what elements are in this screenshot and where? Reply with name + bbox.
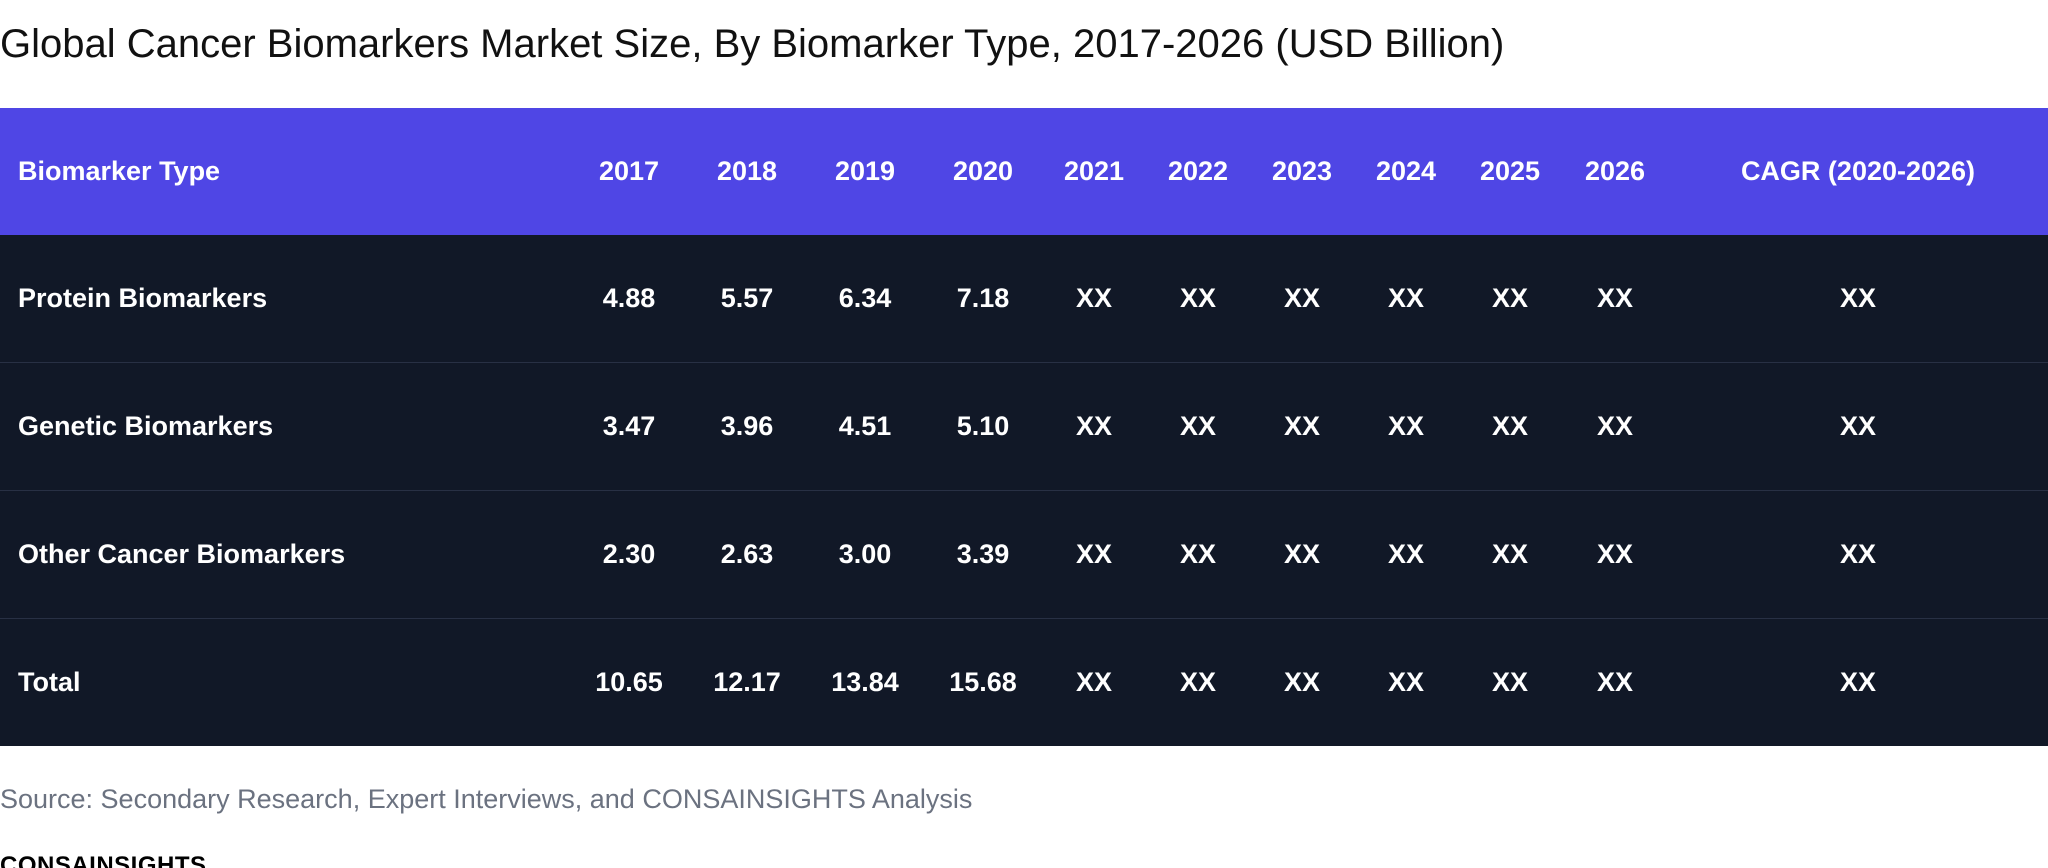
row-label: Protein Biomarkers bbox=[18, 283, 268, 313]
table-cell: XX bbox=[1354, 490, 1458, 619]
table-cell: 5.10 bbox=[924, 362, 1042, 491]
source-note: Source: Secondary Research, Expert Inter… bbox=[0, 784, 973, 814]
table-cell: 15.68 bbox=[924, 618, 1042, 746]
table-cell: XX bbox=[1839, 283, 1877, 313]
table-header-row: Biomarker Type 2017 2018 2019 2020 2021 2022 20… bbox=[0, 108, 2048, 235]
table-cell: XX bbox=[1458, 362, 1562, 491]
column-header: 2025 bbox=[1479, 156, 1541, 186]
table-row: Total 10.65 12.17 13.84 15.68 XX XX XX XX XX XX XX bbox=[0, 618, 2048, 746]
table-body: Protein Biomarkers 4.88 5.57 6.34 7.18 XX XX XX… bbox=[0, 235, 2048, 746]
table-cell: XX bbox=[1562, 362, 1668, 491]
market-size-table: Biomarker Type 2017 2018 2019 2020 2021 2022 20… bbox=[0, 108, 2048, 746]
table-cell: XX bbox=[1146, 362, 1250, 491]
table-cell: XX bbox=[1668, 618, 2048, 746]
table-cell: XX bbox=[1596, 283, 1634, 313]
table-cell: 7.18 bbox=[956, 283, 1010, 313]
brand-logo-text: CONSAINSIGHTS bbox=[0, 852, 207, 868]
table-cell: XX bbox=[1562, 490, 1668, 619]
table-cell: XX bbox=[1387, 283, 1425, 313]
column-header: 2018 bbox=[716, 156, 778, 186]
column-header: 2022 bbox=[1167, 156, 1229, 186]
table-cell: XX bbox=[1042, 490, 1146, 619]
table-cell: XX bbox=[1354, 362, 1458, 491]
row-label: Other Cancer Biomarkers bbox=[0, 490, 570, 619]
table-cell: XX bbox=[1354, 618, 1458, 746]
table-cell: XX bbox=[1250, 490, 1354, 619]
column-header: 2021 bbox=[1063, 156, 1125, 186]
table-cell: XX bbox=[1458, 490, 1562, 619]
table-cell: XX bbox=[1042, 618, 1146, 746]
column-header: 2024 bbox=[1375, 156, 1437, 186]
table-cell: 10.65 bbox=[570, 618, 688, 746]
table-cell: 4.88 bbox=[602, 283, 656, 313]
table-cell: XX bbox=[1458, 618, 1562, 746]
table-cell: 12.17 bbox=[688, 618, 806, 746]
table-row: Other Cancer Biomarkers 2.30 2.63 3.00 3.39 X… bbox=[0, 490, 2048, 619]
table-cell: 6.34 bbox=[838, 283, 892, 313]
table-cell: XX bbox=[1146, 618, 1250, 746]
table-cell: 2.63 bbox=[688, 490, 806, 619]
row-label: Genetic Biomarkers bbox=[0, 362, 570, 491]
table-cell: 5.57 bbox=[720, 283, 774, 313]
table-cell: 13.84 bbox=[806, 618, 924, 746]
column-header-label: Biomarker Type bbox=[18, 156, 221, 186]
table-row: Genetic Biomarkers 3.47 3.96 4.51 5.10 XX XX XX… bbox=[0, 362, 2048, 491]
table-cell: XX bbox=[1250, 362, 1354, 491]
table-cell: XX bbox=[1146, 490, 1250, 619]
table-cell: XX bbox=[1179, 283, 1217, 313]
table-cell: XX bbox=[1250, 618, 1354, 746]
table-cell: XX bbox=[1283, 283, 1321, 313]
table-cell: XX bbox=[1668, 490, 2048, 619]
table-cell: 3.96 bbox=[688, 362, 806, 491]
column-header: 2019 bbox=[834, 156, 896, 186]
chart-title: Global Cancer Biomarkers Market Size, By… bbox=[0, 22, 1505, 66]
table-row: Protein Biomarkers 4.88 5.57 6.34 7.18 XX XX XX… bbox=[0, 235, 2048, 363]
column-header: 2026 bbox=[1584, 156, 1646, 186]
table-cell: XX bbox=[1075, 283, 1113, 313]
column-header: CAGR (2020-2026) bbox=[1740, 156, 1976, 186]
column-header: 2020 bbox=[952, 156, 1014, 186]
table-cell: XX bbox=[1562, 618, 1668, 746]
table-cell: XX bbox=[1668, 362, 2048, 491]
column-header: 2017 bbox=[598, 156, 660, 186]
table-cell: XX bbox=[1491, 283, 1529, 313]
table-cell: 3.39 bbox=[924, 490, 1042, 619]
column-header: 2023 bbox=[1271, 156, 1333, 186]
table-cell: 3.47 bbox=[570, 362, 688, 491]
table-cell: 3.00 bbox=[806, 490, 924, 619]
table-cell: 2.30 bbox=[570, 490, 688, 619]
row-label: Total bbox=[0, 618, 570, 746]
table-cell: XX bbox=[1042, 362, 1146, 491]
table-cell: 4.51 bbox=[806, 362, 924, 491]
